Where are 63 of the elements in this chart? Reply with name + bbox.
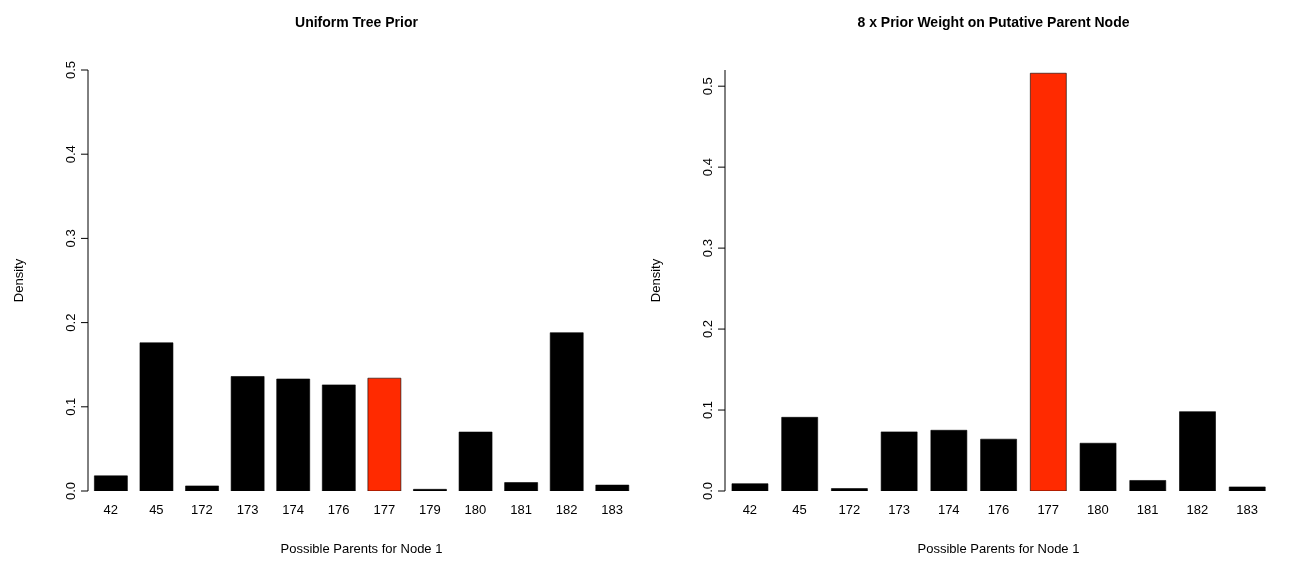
- y-tick-label: 0.2: [700, 320, 715, 339]
- x-tick-label: 173: [888, 502, 910, 518]
- x-tick-label: 45: [792, 502, 807, 518]
- y-tick-label: 0.1: [63, 397, 78, 416]
- bar: [831, 488, 868, 491]
- bar: [458, 431, 493, 491]
- x-axis-title: Possible Parents for Node 1: [917, 541, 1080, 556]
- x-tick-label: 177: [373, 502, 396, 518]
- x-tick-label: 182: [1186, 502, 1209, 518]
- x-axis-title: Possible Parents for Node 1: [280, 541, 443, 556]
- bar: [94, 475, 128, 491]
- y-tick-label: 0.4: [700, 158, 715, 177]
- x-tick-label: 173: [236, 502, 259, 518]
- bar: [880, 431, 918, 491]
- x-tick-label: 179: [419, 502, 441, 518]
- y-tick-label: 0.5: [700, 77, 715, 96]
- x-tick-label: 181: [510, 502, 532, 518]
- x-tick-label: 176: [987, 502, 1010, 518]
- y-tick-label: 0.1: [700, 401, 715, 420]
- bar: [1079, 442, 1117, 491]
- bar: [504, 482, 538, 491]
- x-tick-label: 174: [937, 502, 960, 518]
- bar: [230, 376, 265, 491]
- bar: [549, 332, 584, 491]
- y-tick-label: 0.0: [700, 481, 715, 501]
- y-tick-label: 0.3: [63, 229, 78, 248]
- y-axis-title: Density: [647, 258, 663, 303]
- x-tick-label: 183: [1236, 502, 1258, 518]
- bar: [980, 438, 1017, 491]
- x-tick-label: 45: [149, 502, 164, 518]
- x-tick-label: 183: [601, 502, 624, 518]
- bar: [185, 485, 219, 491]
- bar: [322, 384, 356, 491]
- y-tick-label: 0.5: [63, 60, 78, 80]
- bar: [781, 417, 818, 491]
- x-tick-label: 180: [464, 502, 487, 518]
- x-tick-label: 180: [1087, 502, 1109, 518]
- x-tick-label: 172: [191, 502, 213, 518]
- y-tick-label: 0.3: [700, 239, 715, 258]
- bar: [731, 483, 769, 491]
- x-tick-label: 182: [555, 502, 578, 518]
- bar: [930, 429, 968, 491]
- bar: [1179, 411, 1216, 491]
- bar: [1030, 72, 1067, 491]
- chart-title: Uniform Tree Prior: [294, 14, 419, 30]
- y-tick-label: 0.2: [63, 313, 78, 332]
- x-tick-label: 42: [742, 502, 758, 518]
- x-tick-label: 172: [838, 502, 861, 518]
- x-tick-label: 42: [103, 502, 119, 518]
- x-tick-label: 181: [1136, 502, 1159, 518]
- bar: [276, 378, 311, 491]
- bar: [1129, 480, 1167, 491]
- y-axis-title: Density: [10, 258, 26, 303]
- bar: [1228, 486, 1266, 491]
- x-tick-label: 176: [327, 502, 350, 518]
- bar: [139, 342, 174, 491]
- bar: [367, 377, 402, 491]
- x-tick-label: 177: [1037, 502, 1060, 518]
- chart-title: 8 x Prior Weight on Putative Parent Node: [856, 14, 1131, 30]
- x-tick-label: 174: [282, 502, 304, 518]
- bar: [595, 484, 630, 491]
- y-tick-label: 0.0: [63, 481, 78, 501]
- y-tick-label: 0.4: [63, 145, 78, 164]
